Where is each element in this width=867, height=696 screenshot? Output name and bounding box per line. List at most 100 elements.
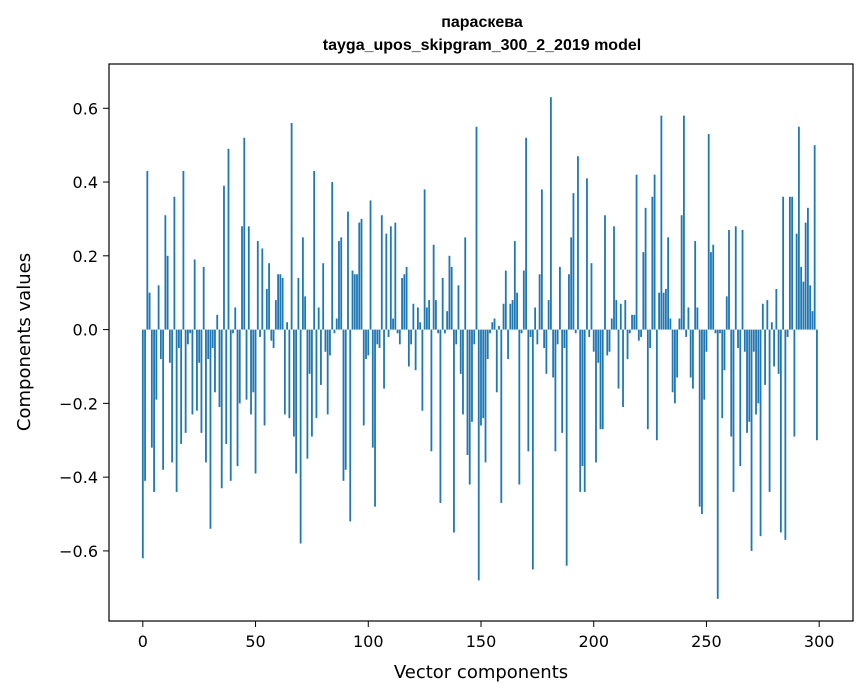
bar xyxy=(610,318,613,330)
bar xyxy=(728,229,730,330)
bar xyxy=(218,329,221,408)
bar xyxy=(696,307,699,330)
bar xyxy=(157,285,160,330)
bar xyxy=(563,329,566,349)
bar xyxy=(468,329,471,485)
x-tick-label: 150 xyxy=(466,632,497,651)
bar xyxy=(761,303,764,330)
bar xyxy=(653,174,656,330)
bar xyxy=(412,303,415,330)
bar xyxy=(425,307,428,330)
bar xyxy=(498,325,500,330)
x-tick-label: 100 xyxy=(353,632,384,651)
y-tick-label: 0.0 xyxy=(73,321,98,340)
bar xyxy=(646,329,649,430)
bar xyxy=(301,237,304,330)
bar xyxy=(816,329,818,441)
bar xyxy=(511,300,514,330)
bar xyxy=(737,329,739,349)
bar xyxy=(784,329,787,540)
bar xyxy=(288,329,291,419)
bar xyxy=(166,255,169,330)
bar xyxy=(644,207,647,330)
bar xyxy=(619,303,622,330)
bar xyxy=(338,241,340,330)
bar xyxy=(367,329,370,356)
bar xyxy=(374,329,376,507)
x-tick-label: 200 xyxy=(578,632,609,651)
bar xyxy=(283,329,286,415)
bar xyxy=(755,329,757,415)
bar xyxy=(671,329,674,393)
bar xyxy=(292,329,295,437)
bar xyxy=(714,329,717,334)
bar xyxy=(615,300,618,330)
bar xyxy=(486,329,489,360)
bar xyxy=(529,329,532,337)
bar xyxy=(326,329,329,415)
bar xyxy=(220,329,223,489)
bar xyxy=(209,329,212,529)
bar xyxy=(561,329,564,433)
bar xyxy=(507,329,509,360)
bar xyxy=(642,252,645,330)
bar xyxy=(586,178,588,330)
bar xyxy=(608,329,611,352)
bar xyxy=(473,329,476,345)
bar xyxy=(247,226,250,330)
bar xyxy=(362,329,365,426)
bar xyxy=(635,174,638,330)
bar xyxy=(802,281,805,330)
bar xyxy=(380,215,383,330)
bar xyxy=(471,329,473,422)
bar xyxy=(371,329,374,448)
bar xyxy=(141,329,144,559)
bar xyxy=(694,241,697,330)
bar xyxy=(791,196,794,330)
bar xyxy=(752,329,755,352)
bar xyxy=(259,329,261,337)
bar xyxy=(369,200,372,330)
bar xyxy=(437,329,440,334)
bar xyxy=(430,329,433,452)
bar xyxy=(748,329,751,422)
bar xyxy=(153,329,155,492)
bar xyxy=(189,329,192,334)
bar xyxy=(734,226,737,330)
bar xyxy=(773,329,775,367)
bar xyxy=(493,318,496,330)
bar xyxy=(707,134,710,330)
bar xyxy=(477,329,480,581)
bar xyxy=(171,329,174,463)
bar xyxy=(622,329,624,408)
bar xyxy=(525,137,527,330)
bar xyxy=(394,222,397,330)
bar xyxy=(770,322,773,330)
y-axis-ticks: −0.6 −0.4 −0.2 0.0 0.2 0.4 0.6 xyxy=(59,99,109,561)
bar xyxy=(565,329,568,566)
bar xyxy=(640,329,642,337)
bar xyxy=(732,329,735,492)
bar xyxy=(480,329,482,426)
x-axis-ticks: 0 50 100 150 200 250 300 xyxy=(138,621,834,651)
bar xyxy=(692,329,694,389)
bar xyxy=(403,274,406,330)
bar xyxy=(489,329,491,334)
bar xyxy=(306,329,309,459)
bar xyxy=(687,307,690,330)
bar xyxy=(205,329,207,463)
bar xyxy=(423,189,426,330)
bar xyxy=(577,156,579,330)
bar xyxy=(256,241,259,330)
bar xyxy=(340,237,343,330)
bar xyxy=(595,329,597,463)
bar xyxy=(234,307,237,330)
bar xyxy=(360,218,363,330)
bar xyxy=(464,237,467,330)
bar xyxy=(502,303,505,330)
bar xyxy=(680,215,683,330)
bar xyxy=(444,329,446,334)
bar xyxy=(527,329,530,452)
bar xyxy=(263,329,266,426)
bar xyxy=(712,244,715,330)
